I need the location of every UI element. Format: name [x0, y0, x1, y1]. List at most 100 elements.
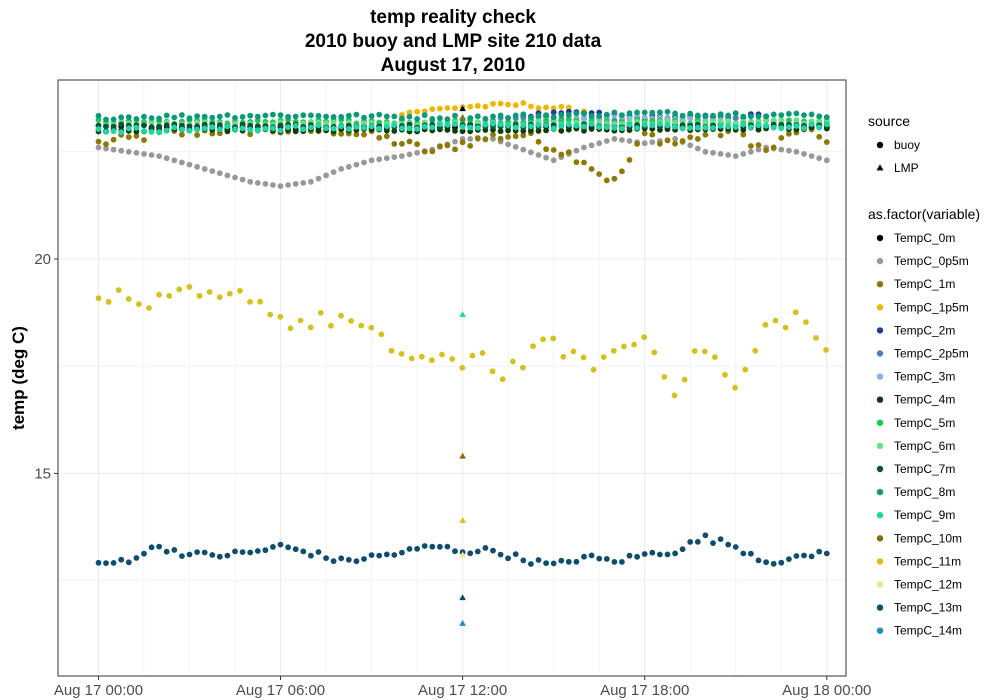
- legend-variable-label: TempC_1p5m: [894, 300, 969, 314]
- series-TempC_13m: [95, 532, 830, 567]
- data-point: [376, 125, 383, 132]
- data-point: [330, 114, 337, 120]
- data-point: [603, 177, 610, 184]
- data-point: [801, 151, 807, 157]
- data-point: [209, 124, 216, 131]
- data-point: [474, 124, 481, 131]
- data-point: [285, 124, 291, 131]
- data-point: [383, 127, 390, 134]
- lmp-point: [459, 517, 466, 523]
- data-point: [247, 126, 254, 133]
- data-point: [786, 124, 792, 131]
- data-point: [224, 172, 231, 179]
- data-point: [550, 157, 557, 164]
- data-point: [95, 559, 102, 566]
- data-point: [535, 557, 542, 563]
- data-point: [262, 547, 269, 554]
- data-point: [277, 122, 284, 129]
- data-point: [292, 546, 299, 553]
- data-point: [148, 129, 155, 135]
- legend-variable-key: TempC_12m: [876, 578, 962, 592]
- data-point: [110, 560, 117, 566]
- data-point: [687, 539, 694, 545]
- data-point: [740, 131, 747, 138]
- data-point: [649, 122, 656, 129]
- data-point: [194, 132, 201, 139]
- data-point: [762, 321, 769, 328]
- legend-variable-label: TempC_14m: [894, 624, 962, 638]
- data-point: [406, 109, 413, 116]
- legend-variable-label: TempC_2p5m: [894, 347, 969, 361]
- data-point: [257, 298, 263, 305]
- data-point: [581, 110, 587, 117]
- data-point: [338, 166, 345, 172]
- data-point: [497, 135, 504, 142]
- data-point: [262, 112, 269, 119]
- data-point: [535, 105, 542, 112]
- legend-variable-key: TempC_7m: [876, 462, 955, 476]
- data-point: [770, 144, 777, 151]
- data-point: [103, 123, 109, 130]
- data-point: [512, 112, 519, 119]
- data-point: [345, 556, 352, 563]
- data-point: [581, 123, 587, 130]
- data-point: [429, 543, 436, 550]
- data-point: [224, 128, 231, 135]
- data-point: [679, 112, 686, 119]
- data-point: [330, 125, 337, 132]
- data-point: [717, 117, 724, 124]
- data-point: [179, 553, 185, 559]
- data-point: [103, 116, 109, 123]
- legend-variable-key: TempC_5m: [876, 416, 955, 430]
- legend-variable-label: TempC_0p5m: [894, 254, 969, 268]
- data-point: [254, 113, 261, 120]
- data-point: [763, 559, 769, 566]
- data-point: [755, 142, 762, 148]
- data-point: [482, 136, 489, 143]
- data-point: [171, 114, 178, 121]
- data-point: [801, 112, 807, 118]
- data-point: [710, 117, 716, 124]
- data-point: [95, 116, 102, 123]
- data-point: [694, 136, 701, 142]
- data-point: [406, 113, 413, 120]
- data-point: [171, 157, 178, 164]
- data-point: [232, 548, 238, 555]
- data-point: [742, 366, 749, 373]
- data-point: [414, 116, 420, 122]
- data-point: [201, 549, 208, 556]
- data-point: [740, 113, 747, 120]
- data-point: [786, 147, 792, 154]
- data-point: [216, 553, 223, 560]
- data-point: [482, 103, 489, 110]
- data-point: [262, 125, 269, 132]
- data-point: [664, 137, 671, 144]
- data-point: [224, 123, 231, 130]
- data-point: [672, 123, 678, 130]
- data-point: [580, 354, 587, 361]
- data-point: [722, 371, 728, 378]
- data-point: [482, 115, 489, 122]
- data-point: [285, 182, 291, 188]
- data-point: [520, 132, 527, 139]
- data-point: [823, 139, 830, 146]
- data-point: [368, 324, 375, 331]
- data-point: [186, 551, 193, 558]
- data-point: [528, 103, 534, 110]
- data-point: [163, 127, 170, 134]
- data-point: [687, 125, 694, 131]
- data-point: [125, 296, 132, 302]
- data-point: [610, 347, 617, 354]
- data-point: [558, 122, 565, 129]
- data-point: [376, 111, 383, 118]
- data-point: [459, 124, 466, 130]
- data-point: [125, 114, 132, 120]
- data-point: [194, 549, 201, 555]
- data-point: [141, 550, 147, 557]
- x-tick-label: Aug 17 18:00: [600, 682, 689, 699]
- data-point: [619, 112, 625, 118]
- legend-color-swatch: [876, 396, 884, 403]
- data-point: [755, 146, 762, 153]
- data-point: [528, 127, 534, 134]
- data-point: [619, 125, 625, 132]
